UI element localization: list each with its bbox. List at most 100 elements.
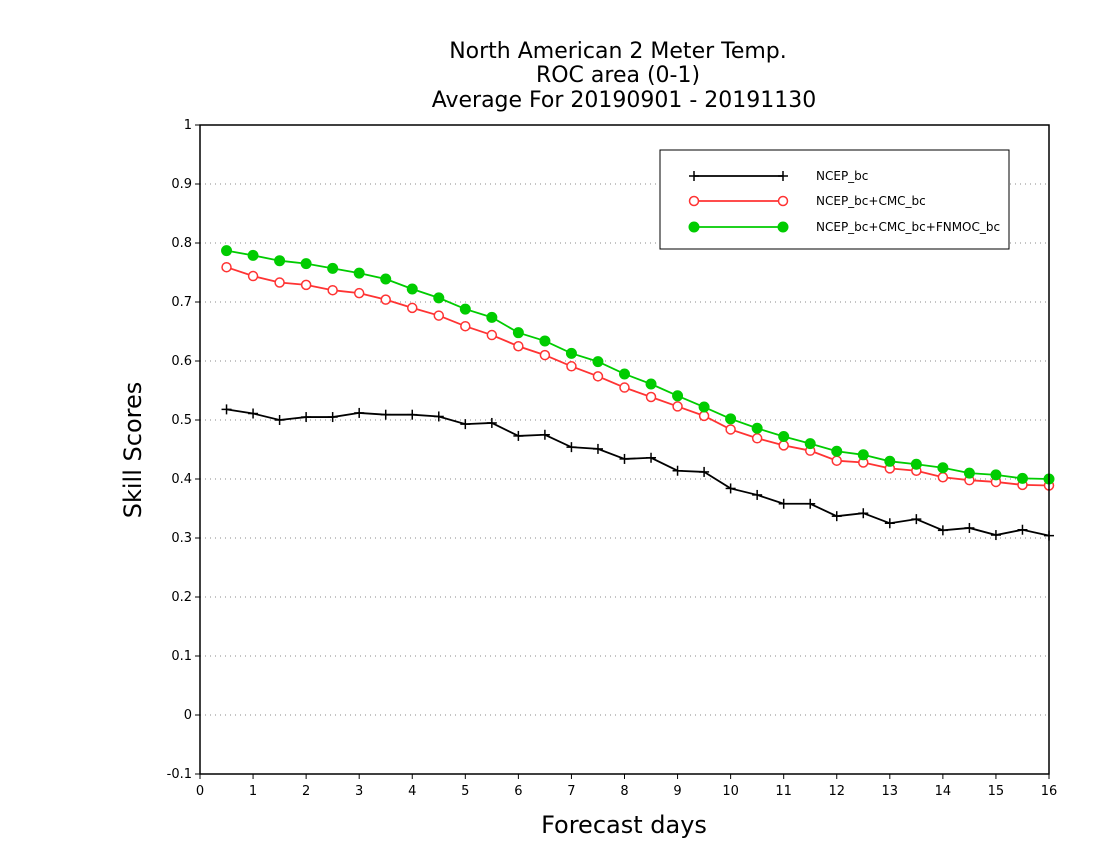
- data-point: [247, 270, 259, 282]
- data-point: [300, 279, 312, 291]
- data-point: [698, 410, 710, 422]
- data-point: [380, 409, 391, 420]
- data-point: [937, 471, 949, 483]
- series-lines: [221, 245, 1055, 541]
- data-point: [566, 361, 577, 372]
- data-point: [592, 443, 603, 454]
- y-tick-label: 0.4: [171, 472, 192, 487]
- data-point: [327, 412, 338, 423]
- data-point: [646, 452, 657, 463]
- series-line: [226, 249, 1050, 480]
- data-point: [1017, 524, 1028, 535]
- data-point: [433, 292, 445, 304]
- data-point: [911, 514, 922, 525]
- chart-title: North American 2 Meter Temp.: [449, 39, 787, 64]
- data-point: [221, 404, 232, 415]
- y-axis-title: Skill Scores: [119, 382, 147, 519]
- data-point: [910, 458, 922, 470]
- x-tick-label: 10: [722, 784, 739, 799]
- legend: NCEP_bc NCEP_bc+CMC_bc NCEP_bc+CMC_bc+FNMO…: [659, 149, 1010, 250]
- data-point: [725, 413, 737, 425]
- data-point: [752, 489, 763, 500]
- data-point: [300, 258, 312, 270]
- x-axis-title: Forecast days: [541, 811, 707, 839]
- data-point: [725, 424, 736, 435]
- data-point: [513, 341, 524, 352]
- data-point: [990, 469, 1002, 481]
- chart-subtitle: ROC area (0-1): [536, 63, 700, 88]
- data-point: [486, 417, 497, 428]
- data-point: [301, 412, 312, 423]
- x-tick-label: 3: [355, 784, 363, 799]
- y-tick-label: 1: [184, 118, 192, 133]
- data-point: [539, 335, 551, 347]
- data-point: [857, 449, 869, 461]
- series-NCEP_bc+CMC_bc: [221, 261, 1055, 491]
- chart-subtitle-period: Average For 20190901 - 20191130: [432, 88, 817, 113]
- grid: [200, 183, 1049, 716]
- legend-label: NCEP_bc: [816, 169, 868, 183]
- data-point: [619, 453, 630, 464]
- data-point: [1016, 472, 1028, 484]
- data-point: [380, 294, 391, 305]
- data-point: [645, 378, 657, 390]
- data-point: [433, 310, 445, 321]
- y-tick-label: 0.5: [171, 413, 192, 428]
- legend-item: NCEP_bc+CMC_bc: [688, 194, 926, 208]
- data-point: [804, 438, 816, 450]
- data-point: [248, 408, 259, 419]
- data-point: [831, 445, 843, 457]
- data-point: [433, 411, 444, 422]
- legend-label: NCEP_bc+CMC_bc+FNMOC_bc: [816, 220, 1000, 234]
- data-point: [592, 371, 604, 382]
- data-point: [274, 415, 285, 425]
- data-point: [672, 465, 683, 476]
- x-tick-label: 4: [408, 784, 416, 799]
- legend-label: NCEP_bc+CMC_bc: [816, 194, 926, 208]
- x-tick-label: 14: [935, 784, 952, 799]
- data-point: [778, 440, 789, 451]
- data-point: [539, 429, 550, 440]
- legend-marker: [777, 195, 789, 207]
- data-point: [699, 466, 710, 477]
- data-point: [645, 391, 657, 403]
- series-NCEP_bc: [221, 404, 1054, 541]
- plot-frame: [199, 124, 1050, 775]
- series-line: [226, 266, 1050, 487]
- data-point: [831, 455, 842, 466]
- data-point: [698, 401, 710, 413]
- legend-marker: [688, 195, 700, 207]
- y-tick-label: 0.9: [171, 177, 192, 192]
- data-point: [990, 530, 1001, 541]
- data-point: [751, 433, 763, 444]
- legend-box: [659, 149, 1010, 250]
- data-point: [725, 483, 736, 494]
- y-tick-label: 0.2: [171, 590, 192, 605]
- legend-marker: [777, 221, 789, 233]
- data-point: [247, 249, 259, 261]
- x-tick-label: 9: [673, 784, 681, 799]
- data-point: [858, 508, 869, 519]
- data-point: [937, 525, 948, 536]
- data-point: [805, 498, 816, 509]
- series-NCEP_bc+CMC_bc+FNMOC_bc: [221, 245, 1055, 485]
- x-tick-label: 12: [828, 784, 845, 799]
- data-point: [354, 407, 365, 418]
- x-tick-label: 15: [988, 784, 1005, 799]
- y-tick-label: 0.6: [171, 354, 192, 369]
- x-tick-label: 13: [882, 784, 899, 799]
- data-point: [512, 327, 524, 339]
- data-point: [964, 522, 975, 533]
- data-point: [831, 511, 842, 522]
- data-point: [619, 368, 630, 380]
- axis-ticks: 10.90.80.70.60.50.40.30.20.10-0.10 1 2 3 4 5 6…: [167, 118, 1058, 799]
- data-point: [460, 320, 471, 332]
- data-point: [513, 430, 524, 441]
- data-point: [963, 467, 975, 479]
- x-tick-label: 7: [567, 784, 575, 799]
- data-point: [937, 462, 949, 474]
- legend-marker: [778, 171, 788, 181]
- data-point: [353, 267, 365, 279]
- data-point: [407, 409, 418, 420]
